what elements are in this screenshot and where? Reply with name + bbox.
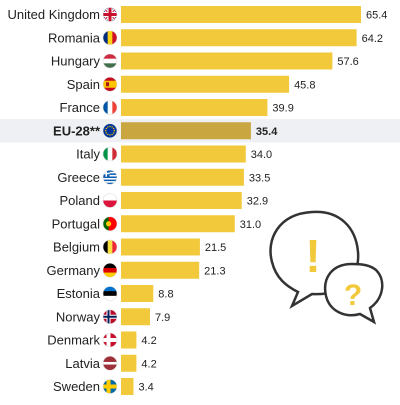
value-label: 45.8	[294, 79, 315, 91]
greece-flag-icon	[102, 169, 118, 185]
category-label: Hungary	[51, 54, 101, 69]
italy-flag-icon	[102, 146, 118, 162]
value-label: 34.0	[251, 149, 272, 161]
bar	[121, 6, 361, 23]
category-label: EU-28**	[53, 123, 101, 138]
bar	[121, 331, 137, 349]
bar	[121, 238, 200, 256]
category-label: United Kingdom	[8, 7, 101, 22]
value-label: 35.4	[256, 126, 278, 138]
bar	[121, 168, 244, 186]
belgium-flag-icon	[102, 239, 118, 255]
spain-flag-icon	[102, 76, 118, 92]
value-label: 32.9	[247, 196, 268, 208]
romania-flag-icon	[102, 30, 118, 46]
chart-rows: United Kingdom 65.4 Romania 64.2 Hungary 57.6…	[8, 6, 387, 395]
category-label: Spain	[67, 77, 100, 92]
category-label: Estonia	[57, 286, 101, 301]
bar	[121, 308, 150, 326]
value-label: 64.2	[362, 33, 383, 45]
category-label: Poland	[60, 193, 100, 208]
question-mark-icon: ?	[344, 279, 362, 312]
bar	[121, 354, 137, 372]
bar	[121, 145, 246, 163]
poland-flag-icon	[102, 193, 118, 208]
sweden-flag-icon	[102, 379, 118, 394]
hungary-flag-icon	[102, 53, 118, 69]
uk-flag-icon	[102, 7, 118, 22]
category-label: Portugal	[52, 216, 101, 231]
latvia-flag-icon	[102, 355, 118, 371]
bar	[121, 215, 235, 233]
value-label: 57.6	[337, 56, 358, 68]
value-label: 4.2	[141, 358, 156, 370]
value-label: 65.4	[366, 10, 387, 22]
bar	[121, 192, 242, 209]
value-label: 39.9	[272, 103, 293, 115]
value-label: 31.0	[240, 219, 261, 231]
category-label: Germany	[47, 263, 101, 278]
germany-flag-icon	[102, 262, 118, 278]
category-label: Latvia	[65, 356, 100, 371]
category-label: Romania	[48, 30, 101, 45]
bar	[121, 285, 154, 302]
bar	[121, 52, 333, 70]
speech-bubble-small	[323, 262, 384, 325]
value-label: 3.4	[138, 382, 153, 394]
norway-flag-icon	[102, 309, 118, 325]
category-label: Italy	[76, 147, 100, 162]
eu-flag-icon	[102, 123, 118, 139]
category-label: Norway	[56, 309, 101, 324]
bar	[121, 261, 200, 279]
value-label: 7.9	[155, 312, 170, 324]
value-label: 21.5	[205, 242, 226, 254]
portugal-flag-icon	[102, 216, 118, 232]
category-label: Belgium	[53, 240, 100, 255]
france-flag-icon	[102, 100, 118, 115]
bar	[121, 29, 357, 47]
category-label: Denmark	[47, 333, 100, 348]
estonia-flag-icon	[102, 286, 118, 301]
category-label: France	[60, 100, 100, 115]
bar	[121, 122, 251, 140]
denmark-flag-icon	[102, 332, 118, 348]
category-label: Sweden	[53, 379, 100, 394]
bar	[121, 378, 134, 395]
bar	[121, 75, 290, 93]
value-label: 21.3	[204, 265, 225, 277]
speech-bubbles-illustration: !?	[269, 210, 384, 325]
value-label: 4.2	[141, 335, 156, 347]
bar	[121, 99, 268, 116]
value-label: 33.5	[249, 172, 270, 184]
exclamation-mark-icon: !	[305, 230, 320, 282]
value-label: 8.8	[158, 289, 173, 301]
category-label: Greece	[57, 170, 100, 185]
